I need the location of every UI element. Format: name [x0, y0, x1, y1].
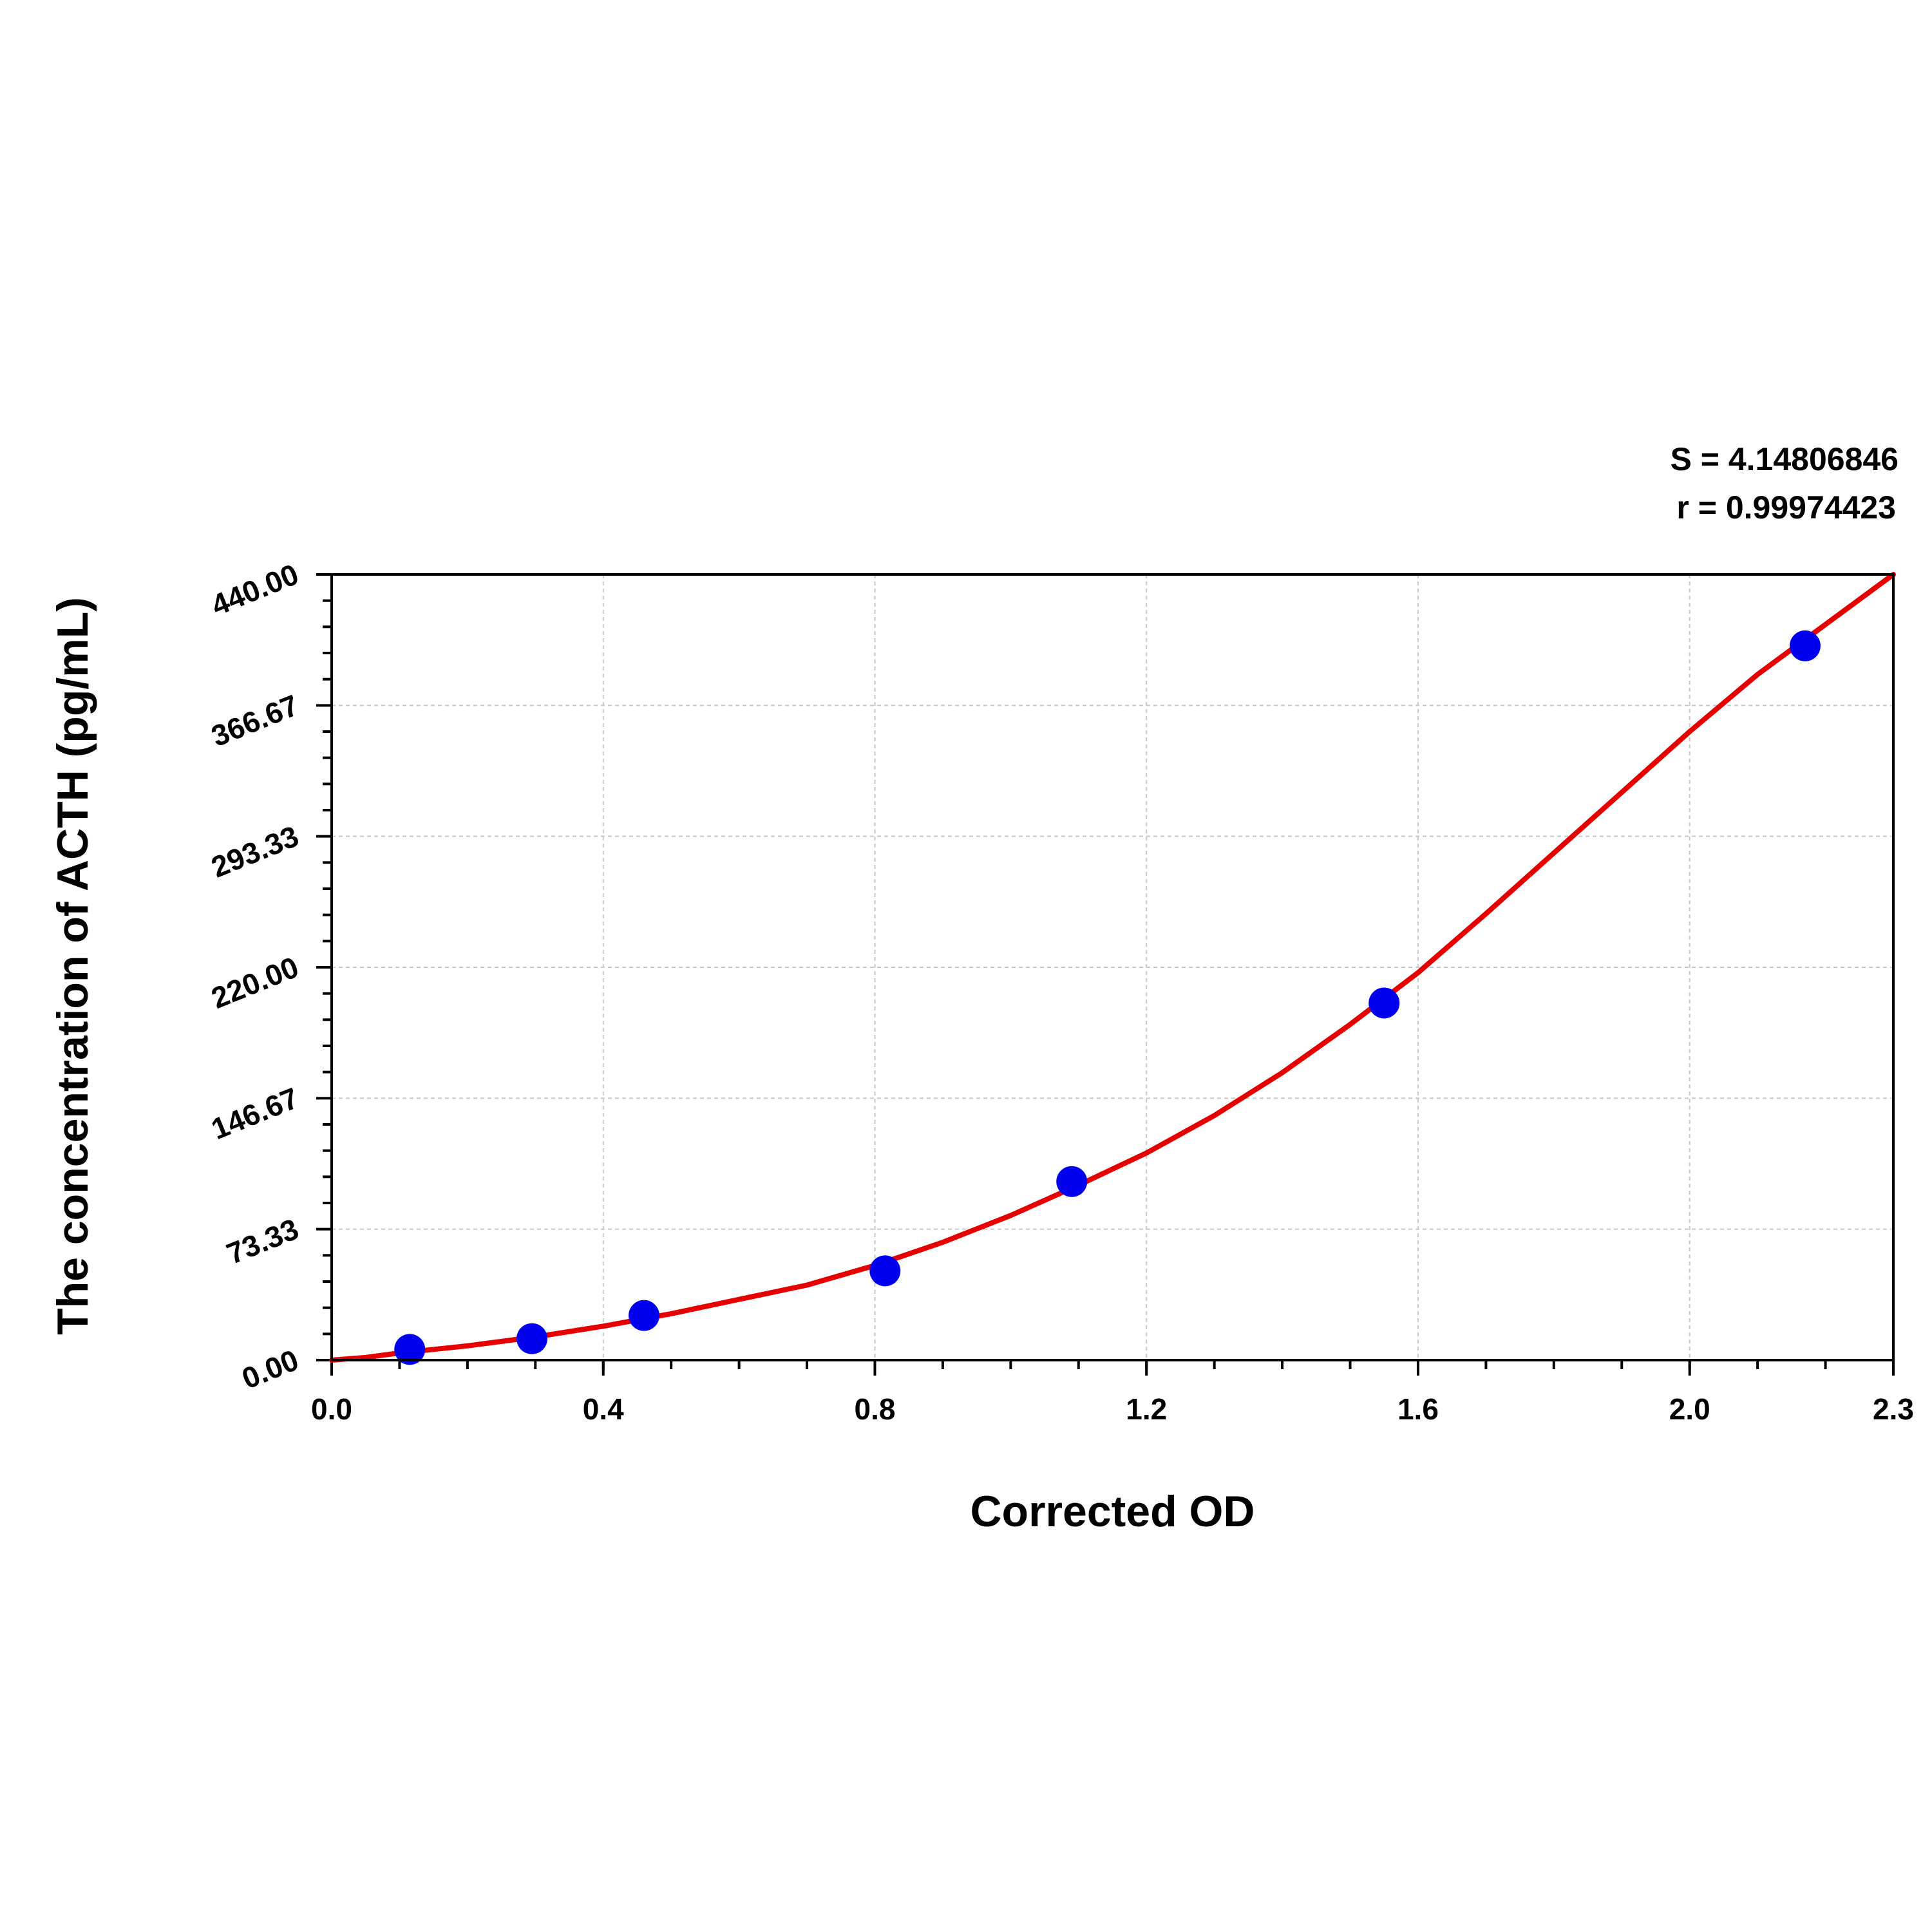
data-point: [1056, 1166, 1088, 1197]
x-tick-label: 0.4: [583, 1392, 624, 1426]
x-tick-label: 1.6: [1397, 1392, 1439, 1426]
x-axis-title: Corrected OD: [970, 1487, 1255, 1536]
plot-area-frame: [330, 573, 1895, 1361]
x-tick-label: 2.0: [1669, 1392, 1710, 1426]
fit-r-annotation: r = 0.99974423: [1676, 489, 1896, 526]
y-axis-title: The concentration of ACTH (pg/mL): [48, 597, 97, 1335]
minor-ticks: [323, 599, 1827, 1369]
x-tick-label: 1.2: [1126, 1392, 1167, 1426]
x-tick-label: 0.0: [311, 1392, 352, 1426]
data-points: [394, 630, 1821, 1365]
data-point: [629, 1300, 659, 1331]
data-point: [1789, 630, 1821, 661]
x-tick-label: 2.3: [1873, 1392, 1914, 1426]
data-point: [394, 1334, 426, 1365]
fit-s-annotation: S = 4.14806846: [1671, 441, 1899, 477]
x-tick-label: 0.8: [855, 1392, 896, 1426]
grid-lines: [332, 574, 1893, 1360]
data-point: [1368, 987, 1400, 1019]
major-ticks: [316, 573, 1895, 1376]
data-point: [869, 1255, 901, 1287]
x-tick-labels: 0.0 0.4 0.8 1.2 1.6 2.0 2.3: [311, 1392, 1914, 1426]
data-point: [516, 1323, 548, 1354]
